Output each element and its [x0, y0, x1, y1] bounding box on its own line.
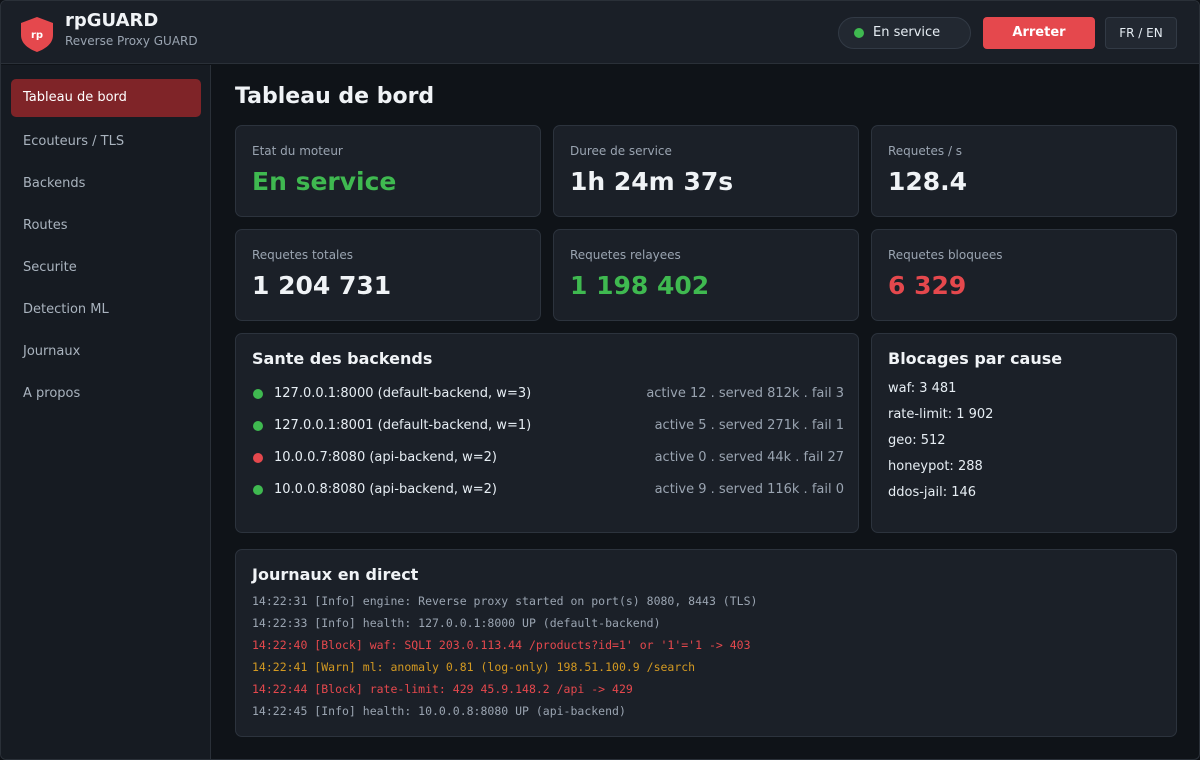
- block-item: honeypot: 288: [888, 459, 983, 474]
- logo-text: rp: [31, 30, 43, 41]
- stat-label: Duree de service: [570, 144, 672, 158]
- status-pill: En service: [838, 17, 971, 49]
- stat-card: Requetes relayees 1 198 402: [553, 229, 859, 321]
- backend-row: 10.0.0.8:8080 (api-backend, w=2) active 9…: [252, 480, 844, 500]
- stat-card: Requetes totales 1 204 731: [235, 229, 541, 321]
- backend-address: 127.0.0.1:8000 (default-backend, w=3): [274, 386, 532, 401]
- stat-value: 128.4: [888, 167, 968, 196]
- stat-card: Etat du moteur En service: [235, 125, 541, 217]
- nav-item[interactable]: A propos: [23, 386, 81, 401]
- header: rp rpGUARD Reverse Proxy GUARD En servic…: [1, 1, 1199, 64]
- nav-item[interactable]: Detection ML: [23, 302, 109, 317]
- stat-value: 1h 24m 37s: [570, 167, 734, 196]
- block-item: ddos-jail: 146: [888, 485, 977, 500]
- stat-value: 6 329: [888, 271, 967, 300]
- block-item: rate-limit: 1 902: [888, 407, 994, 422]
- backend-address: 127.0.0.1:8001 (default-backend, w=1): [274, 418, 532, 433]
- nav-item[interactable]: Backends: [23, 176, 86, 191]
- log-line: 14:22:45 [Info] health: 10.0.0.8:8080 UP…: [252, 704, 626, 718]
- stop-button[interactable]: Arreter: [983, 17, 1095, 49]
- card-title: Sante des backends: [252, 349, 433, 368]
- app-subtitle: Reverse Proxy GUARD: [65, 34, 198, 48]
- backend-row: 127.0.0.1:8000 (default-backend, w=3) act…: [252, 384, 844, 404]
- backend-stats: active 0 . served 44k . fail 27: [654, 450, 844, 465]
- nav-item[interactable]: Routes: [23, 218, 68, 233]
- nav-item[interactable]: Ecouteurs / TLS: [23, 134, 125, 149]
- stat-value: En service: [252, 167, 397, 196]
- page-title: Tableau de bord: [235, 84, 435, 109]
- backend-address: 10.0.0.8:8080 (api-backend, w=2): [274, 482, 497, 497]
- nav-item[interactable]: Tableau de bord: [11, 79, 201, 117]
- stat-card: Duree de service 1h 24m 37s: [553, 125, 859, 217]
- language-toggle[interactable]: FR / EN: [1105, 17, 1177, 49]
- log-line: 14:22:41 [Warn] ml: anomaly 0.81 (log-on…: [252, 660, 696, 674]
- nav-item[interactable]: Journaux: [23, 344, 81, 359]
- card-title: Blocages par cause: [888, 349, 1063, 368]
- logo: rp: [21, 17, 53, 52]
- backend-stats: active 12 . served 812k . fail 3: [646, 386, 844, 401]
- backend-row: 127.0.0.1:8001 (default-backend, w=1) act…: [252, 416, 844, 436]
- blocks-card: Blocages par cause waf: 3 481 rate-limit…: [871, 333, 1177, 533]
- backend-stats: active 5 . served 271k . fail 1: [654, 418, 844, 433]
- status-text: En service: [873, 25, 941, 40]
- backend-stats: active 9 . served 116k . fail 0: [654, 482, 844, 497]
- log-line: 14:22:40 [Block] waf: SQLI 203.0.113.44 …: [252, 638, 751, 652]
- stat-label: Requetes bloquees: [888, 248, 1003, 262]
- stat-value: 1 204 731: [252, 271, 392, 300]
- block-item: waf: 3 481: [888, 381, 957, 396]
- stat-card: Requetes bloquees 6 329: [871, 229, 1177, 321]
- block-item: geo: 512: [888, 433, 946, 448]
- backend-row: 10.0.0.7:8080 (api-backend, w=2) active 0…: [252, 448, 844, 468]
- logs-card: Journaux en direct 14:22:31 [Info] engin…: [235, 549, 1177, 737]
- backends-card: Sante des backends 127.0.0.1:8000 (defau…: [235, 333, 859, 533]
- stat-label: Etat du moteur: [252, 144, 343, 158]
- app-title: rpGUARD: [65, 10, 159, 31]
- stat-card: Requetes / s 128.4: [871, 125, 1177, 217]
- log-line: 14:22:33 [Info] health: 127.0.0.1:8000 U…: [252, 616, 661, 630]
- nav-item[interactable]: Securite: [23, 260, 77, 275]
- log-line: 14:22:44 [Block] rate-limit: 429 45.9.14…: [252, 682, 633, 696]
- stat-label: Requetes / s: [888, 144, 963, 158]
- stat-label: Requetes totales: [252, 248, 354, 262]
- sidebar: Tableau de bord Ecouteurs / TLS Backends…: [1, 65, 211, 759]
- log-line: 14:22:31 [Info] engine: Reverse proxy st…: [252, 594, 758, 608]
- backend-address: 10.0.0.7:8080 (api-backend, w=2): [274, 450, 497, 465]
- stat-label: Requetes relayees: [570, 248, 681, 262]
- stat-value: 1 198 402: [570, 271, 710, 300]
- card-title: Journaux en direct: [252, 565, 419, 584]
